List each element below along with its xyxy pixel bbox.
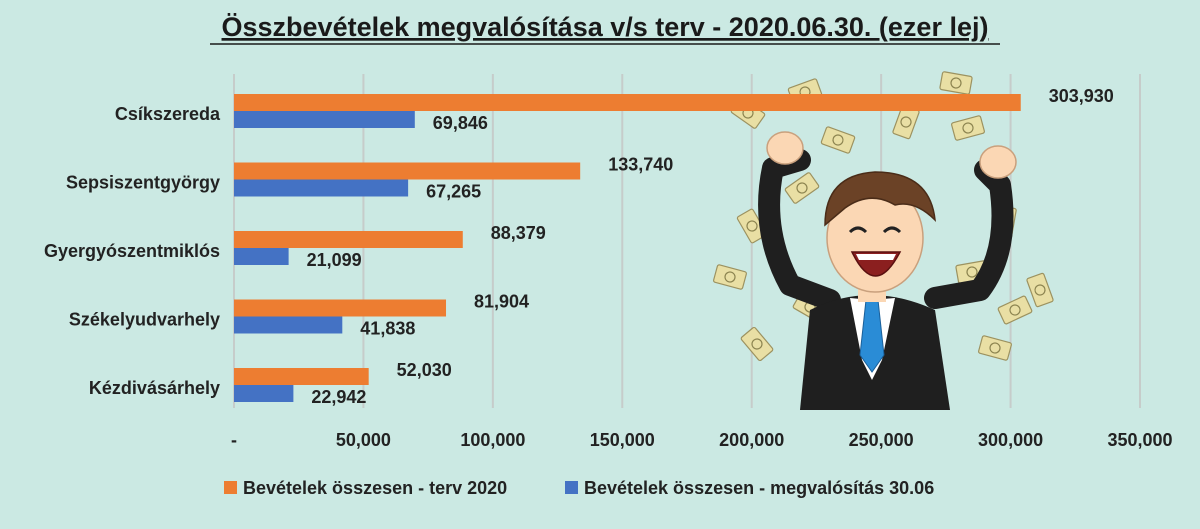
actual-bar-0 xyxy=(234,111,415,128)
category-label-1: Sepsiszentgyörgy xyxy=(66,173,220,193)
legend-label-0: Bevételek összesen - terv 2020 xyxy=(243,478,507,498)
bill-paper xyxy=(1026,272,1054,308)
category-label-2: Gyergyószentmiklós xyxy=(44,241,220,261)
category-label-3: Székelyudvarhely xyxy=(69,310,220,330)
money-bill-9 xyxy=(713,264,747,290)
actual-value-4: 22,942 xyxy=(311,387,366,407)
bill-seal xyxy=(832,134,844,146)
plan-bar-2 xyxy=(234,231,463,248)
actual-value-3: 41,838 xyxy=(360,319,415,339)
plan-value-2: 88,379 xyxy=(491,223,546,243)
bill-paper xyxy=(713,264,747,290)
legend-label-1: Bevételek összesen - megvalósítás 30.06 xyxy=(584,478,934,498)
legend-swatch-1 xyxy=(565,481,578,494)
actual-value-1: 67,265 xyxy=(426,182,481,202)
actual-value-0: 69,846 xyxy=(433,113,488,133)
bill-seal xyxy=(989,342,1001,354)
bill-seal xyxy=(900,116,912,128)
x-tick-1: 50,000 xyxy=(336,430,391,450)
legend: Bevételek összesen - terv 2020 Bevételek … xyxy=(224,478,934,498)
data-labels: 303,930 69,846 133,740 67,265 88,379 21,099 81… xyxy=(307,86,1114,407)
right-arm xyxy=(924,159,1014,309)
actual-value-2: 21,099 xyxy=(307,250,362,270)
category-label-4: Kézdivásárhely xyxy=(89,378,220,398)
money-bill-13 xyxy=(740,326,774,362)
hair xyxy=(824,171,936,227)
money-bill-5 xyxy=(820,126,856,154)
actual-bar-3 xyxy=(234,316,343,334)
x-tick-4: 200,000 xyxy=(719,430,784,450)
category-label-0: Csíkszereda xyxy=(115,104,221,124)
money-bill-15 xyxy=(978,335,1012,361)
x-tick-3: 150,000 xyxy=(590,430,655,450)
x-tick-5: 250,000 xyxy=(849,430,914,450)
money-bill-12 xyxy=(997,295,1033,325)
x-tick-2: 100,000 xyxy=(460,430,525,450)
bill-seal xyxy=(950,77,962,89)
bill-paper xyxy=(740,326,774,362)
bill-paper xyxy=(978,335,1012,361)
plan-value-3: 81,904 xyxy=(474,292,529,312)
plan-bar-0 xyxy=(234,94,1021,111)
bill-seal xyxy=(751,338,763,350)
money-bill-16 xyxy=(1026,272,1054,308)
bill-paper xyxy=(997,295,1033,325)
bars-group xyxy=(234,94,1021,402)
x-tick-labels: - 50,000 100,000 150,000 200,000 250,000 300,0… xyxy=(231,430,1173,450)
left-hand xyxy=(766,131,804,165)
category-labels: Csíkszereda Sepsiszentgyörgy Gyergyószentm… xyxy=(44,104,221,398)
bill-seal xyxy=(724,271,736,283)
bill-paper xyxy=(784,172,820,204)
plan-value-4: 52,030 xyxy=(397,360,452,380)
money-bill-3 xyxy=(892,104,920,140)
right-eye xyxy=(882,226,902,234)
left-eye xyxy=(848,226,868,234)
plan-bar-3 xyxy=(234,299,447,317)
money-bill-6 xyxy=(784,172,820,204)
bill-seal xyxy=(796,182,808,194)
money-bill-2 xyxy=(939,71,973,95)
bill-seal xyxy=(1034,284,1046,296)
left-arm xyxy=(758,149,841,311)
bill-seal xyxy=(1009,304,1021,316)
plan-bar-1 xyxy=(234,162,581,180)
bill-paper xyxy=(939,71,973,95)
bill-seal xyxy=(966,266,978,278)
bill-seal xyxy=(746,220,758,232)
teeth xyxy=(856,254,896,260)
right-hand xyxy=(979,145,1017,179)
plan-value-1: 133,740 xyxy=(608,155,673,175)
money-bill-4 xyxy=(951,115,985,141)
bill-paper xyxy=(820,126,856,154)
actual-bar-4 xyxy=(234,385,294,402)
bill-seal xyxy=(962,122,974,134)
x-tick-0: - xyxy=(231,430,237,450)
bill-paper xyxy=(951,115,985,141)
x-tick-6: 300,000 xyxy=(978,430,1043,450)
plan-value-0: 303,930 xyxy=(1049,86,1114,106)
legend-swatch-0 xyxy=(224,481,237,494)
plan-bar-4 xyxy=(234,368,369,385)
actual-bar-2 xyxy=(234,248,289,265)
chart-title: Összbevételek megvalósítása v/s terv - 2… xyxy=(222,12,989,42)
actual-bar-1 xyxy=(234,179,409,197)
x-tick-7: 350,000 xyxy=(1107,430,1172,450)
businessman-illustration xyxy=(713,71,1054,410)
